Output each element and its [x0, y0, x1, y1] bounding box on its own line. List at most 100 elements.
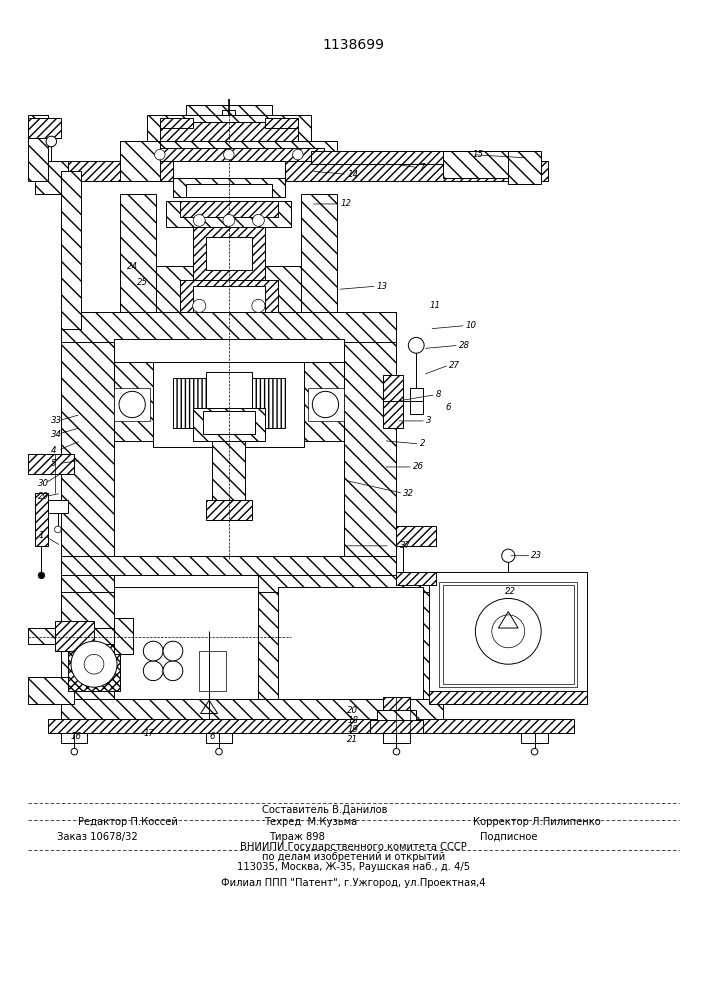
Text: 28: 28: [459, 341, 470, 350]
Text: 32: 32: [403, 489, 414, 498]
Circle shape: [252, 214, 264, 226]
Polygon shape: [199, 651, 226, 691]
Circle shape: [38, 572, 45, 579]
Text: 5: 5: [52, 459, 57, 468]
Polygon shape: [301, 194, 337, 312]
Circle shape: [144, 661, 163, 681]
Text: 12: 12: [341, 199, 351, 208]
Text: 26: 26: [413, 462, 424, 471]
Text: 34: 34: [52, 430, 62, 439]
Polygon shape: [62, 312, 397, 342]
Polygon shape: [212, 441, 245, 506]
Text: 29: 29: [38, 492, 49, 501]
Circle shape: [71, 748, 78, 755]
Text: 13: 13: [377, 282, 387, 291]
Polygon shape: [206, 500, 252, 520]
Polygon shape: [160, 122, 298, 141]
Polygon shape: [206, 372, 252, 434]
Polygon shape: [120, 141, 337, 161]
Text: 20: 20: [347, 706, 358, 715]
Text: 6: 6: [209, 732, 215, 741]
Polygon shape: [114, 618, 134, 654]
Text: 19: 19: [347, 725, 358, 734]
Text: Редактор П.Коссей: Редактор П.Коссей: [78, 817, 177, 827]
Text: 16: 16: [71, 732, 82, 741]
Text: 14: 14: [347, 170, 358, 179]
Polygon shape: [397, 572, 436, 585]
Text: 4: 4: [52, 446, 57, 455]
Polygon shape: [206, 237, 252, 270]
Polygon shape: [397, 526, 436, 546]
Text: по делам изобретений и открытий: по делам изобретений и открытий: [262, 852, 445, 862]
Text: 23: 23: [531, 551, 542, 560]
Circle shape: [393, 748, 399, 755]
Polygon shape: [180, 280, 278, 312]
Polygon shape: [344, 326, 397, 575]
Circle shape: [54, 526, 62, 533]
Polygon shape: [383, 697, 409, 710]
Polygon shape: [522, 733, 548, 743]
Text: 113035, Москва, Ж-35, Раушская наб., д. 4/5: 113035, Москва, Ж-35, Раушская наб., д. …: [237, 862, 470, 872]
Text: 6: 6: [446, 403, 451, 412]
Circle shape: [144, 641, 163, 661]
Text: 1138699: 1138699: [322, 38, 385, 52]
Polygon shape: [278, 587, 423, 699]
Polygon shape: [429, 691, 587, 704]
Text: Тираж 898: Тираж 898: [269, 832, 325, 842]
Polygon shape: [146, 115, 311, 141]
Text: Филиал ППП "Патент", г.Ужгород, ул.Проектная,4: Филиал ППП "Патент", г.Ужгород, ул.Проек…: [221, 878, 486, 888]
Polygon shape: [48, 500, 68, 513]
Polygon shape: [508, 151, 541, 184]
Polygon shape: [62, 699, 443, 719]
Circle shape: [312, 391, 339, 418]
Polygon shape: [439, 582, 578, 687]
Polygon shape: [222, 110, 235, 115]
Text: 7: 7: [419, 163, 425, 172]
Polygon shape: [429, 572, 587, 697]
Polygon shape: [114, 362, 153, 441]
Polygon shape: [114, 388, 150, 421]
Polygon shape: [28, 118, 62, 138]
Polygon shape: [193, 227, 265, 280]
Polygon shape: [206, 733, 232, 743]
Polygon shape: [153, 362, 305, 447]
Text: 18: 18: [347, 716, 358, 725]
Polygon shape: [28, 454, 74, 474]
Polygon shape: [377, 710, 416, 723]
Polygon shape: [28, 115, 48, 181]
Polygon shape: [186, 105, 271, 115]
Circle shape: [163, 641, 183, 661]
Text: Заказ 10678/32: Заказ 10678/32: [57, 832, 137, 842]
Polygon shape: [443, 151, 528, 178]
Circle shape: [223, 149, 234, 160]
Polygon shape: [193, 286, 265, 312]
Polygon shape: [35, 161, 173, 181]
Text: 8: 8: [436, 390, 441, 399]
Text: 25: 25: [136, 278, 148, 287]
Circle shape: [46, 136, 57, 147]
Text: 10: 10: [465, 321, 477, 330]
Polygon shape: [252, 378, 285, 428]
Polygon shape: [28, 628, 114, 644]
Text: Подписное: Подписное: [480, 832, 538, 842]
Polygon shape: [202, 411, 255, 434]
Polygon shape: [443, 585, 574, 684]
Polygon shape: [383, 375, 403, 428]
Circle shape: [155, 149, 165, 160]
Polygon shape: [68, 638, 120, 691]
Polygon shape: [35, 161, 68, 194]
Text: ВНИИПИ Государственного комитета СССР: ВНИИПИ Государственного комитета СССР: [240, 842, 467, 852]
Polygon shape: [259, 574, 443, 719]
Text: 24: 24: [127, 262, 138, 271]
Polygon shape: [173, 378, 206, 428]
Text: 27: 27: [449, 361, 460, 370]
Polygon shape: [28, 677, 74, 704]
Text: 17: 17: [144, 729, 154, 738]
Circle shape: [163, 661, 183, 681]
Circle shape: [193, 299, 206, 312]
Polygon shape: [308, 388, 344, 421]
Text: 11: 11: [429, 301, 440, 310]
Text: Техред  М.Кузьма: Техред М.Кузьма: [264, 817, 358, 827]
Circle shape: [409, 337, 424, 353]
Circle shape: [193, 214, 205, 226]
